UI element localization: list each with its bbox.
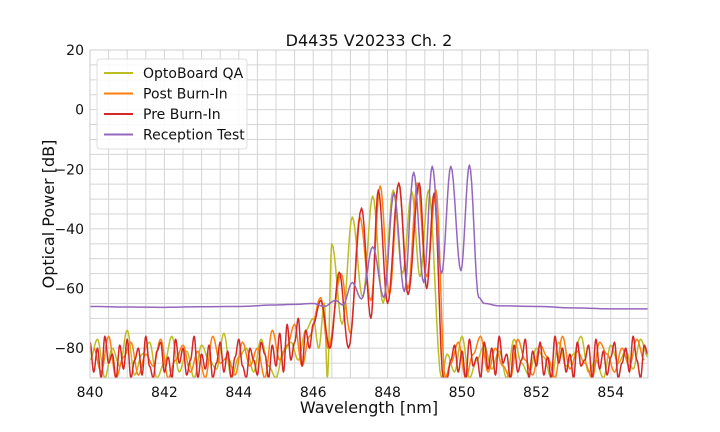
- y-tick-label: −40: [54, 222, 84, 238]
- x-tick-label: 846: [300, 385, 327, 401]
- x-tick-label: 852: [523, 385, 550, 401]
- y-tick-label: −20: [54, 162, 84, 178]
- y-tick-label: 20: [66, 43, 84, 59]
- y-axis-label: Optical Power [dB]: [39, 140, 58, 289]
- x-tick-label: 844: [225, 385, 252, 401]
- series-line-pre-burn-in: [90, 182, 648, 378]
- legend-label: OptoBoard QA: [143, 66, 244, 82]
- chart-title: D4435 V20233 Ch. 2: [286, 31, 453, 50]
- plot-frame: [89, 49, 649, 379]
- series-lines: [90, 164, 648, 378]
- x-axis-label: Wavelength [nm]: [300, 398, 438, 417]
- series-line-post-burn-in: [93, 182, 645, 378]
- x-tick-label: 850: [449, 385, 476, 401]
- legend-box: [96, 58, 248, 150]
- x-tick-label: 854: [597, 385, 624, 401]
- legend: OptoBoard QA Post Burn-In Pre Burn-In Recep…: [96, 58, 248, 150]
- y-tick-label: −80: [54, 341, 84, 357]
- x-tick-labels: 840 842 844 846 848 850 852 854: [77, 385, 625, 401]
- x-tick-label: 842: [151, 385, 178, 401]
- y-tick-label: 0: [75, 103, 84, 119]
- legend-label: Pre Burn-In: [143, 107, 221, 123]
- legend-label: Post Burn-In: [143, 87, 228, 103]
- y-tick-labels: 20 0 −20 −40 −60 −80: [54, 43, 84, 357]
- series-line-reception-test: [90, 164, 648, 310]
- legend-label: Reception Test: [143, 128, 245, 144]
- x-tick-label: 840: [77, 385, 104, 401]
- series-line-optoboard-qa: [90, 189, 648, 378]
- x-tick-label: 848: [374, 385, 401, 401]
- y-tick-label: −60: [54, 282, 84, 298]
